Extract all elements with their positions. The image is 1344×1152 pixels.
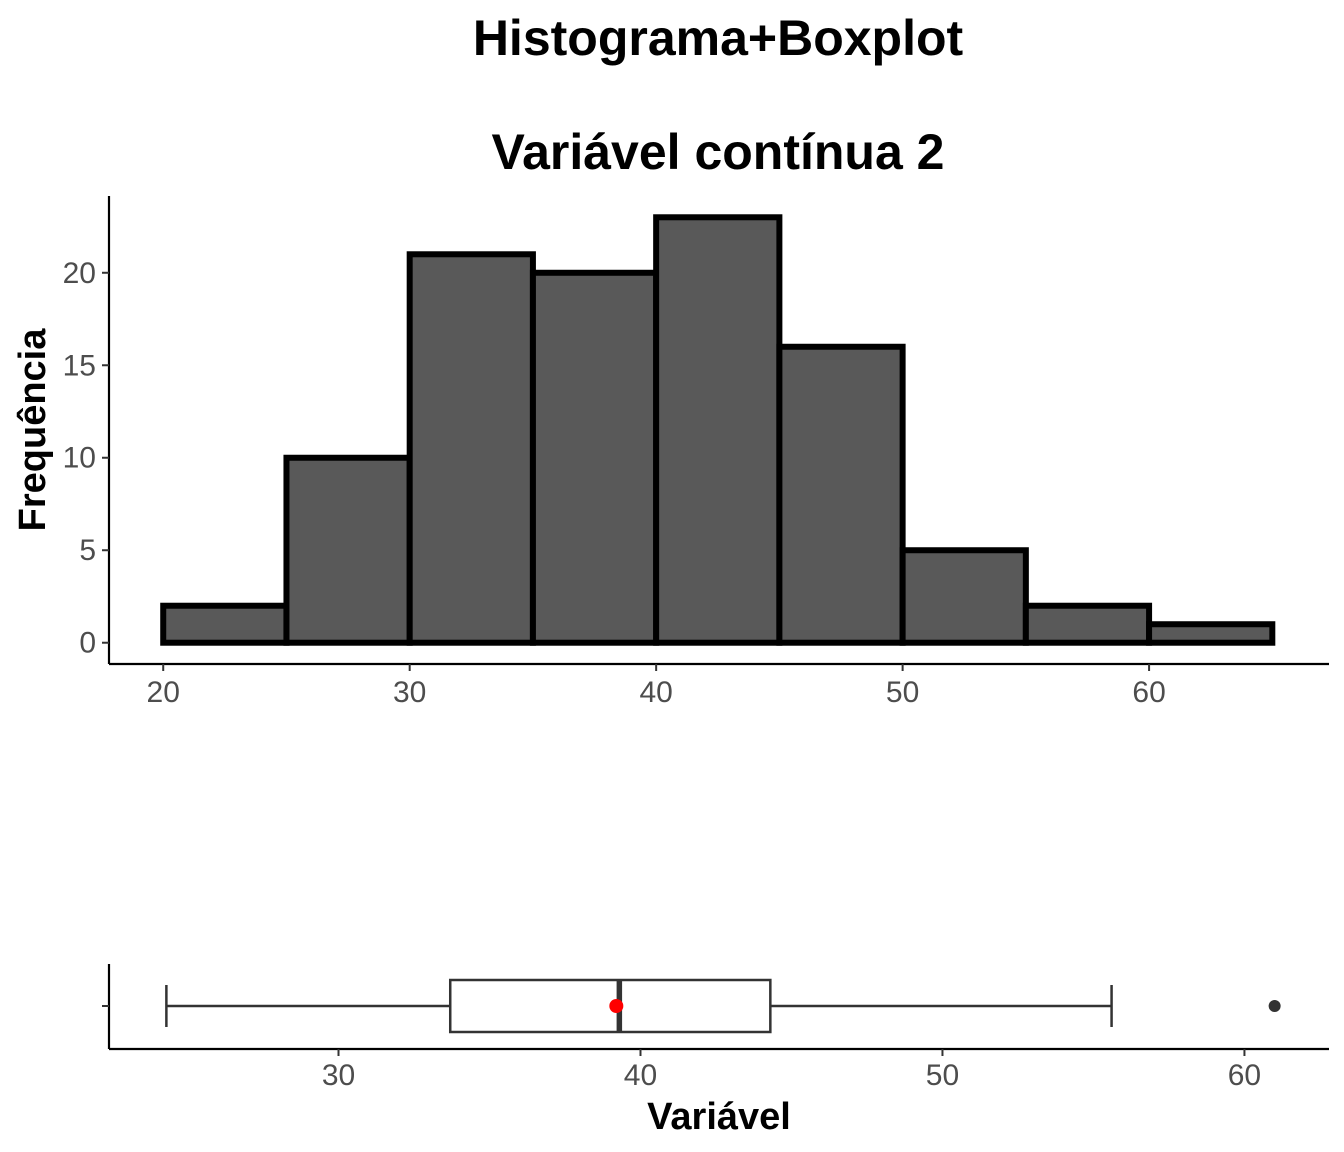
chart-title: Histograma+Boxplot xyxy=(473,10,964,66)
boxplot-outlier-point xyxy=(1268,1000,1281,1012)
histogram-y-tick-label: 0 xyxy=(79,627,96,660)
histogram-bar xyxy=(1146,621,1276,646)
boxplot-x-tick-label: 30 xyxy=(322,1059,355,1092)
histogram-y-tick-label: 15 xyxy=(63,349,96,382)
histogram-x-tick-label: 50 xyxy=(886,676,919,709)
histogram-bar xyxy=(1022,602,1153,646)
histogram-y-tick-label: 10 xyxy=(63,442,96,475)
histogram-bar xyxy=(529,269,660,646)
boxplot-x-tick-label: 50 xyxy=(926,1059,959,1092)
histogram-bar xyxy=(406,251,536,646)
histogram-x-tick-label: 40 xyxy=(639,676,672,709)
histogram-x-tick-label: 30 xyxy=(393,676,426,709)
histogram-x-tick-label: 20 xyxy=(147,676,180,709)
boxplot-x-tick-label: 60 xyxy=(1228,1059,1261,1092)
boxplot-x-axis-title: Variável xyxy=(647,1096,791,1138)
boxplot-x-tick-label: 40 xyxy=(624,1059,657,1092)
histogram-y-tick-label: 5 xyxy=(79,534,96,567)
boxplot-panel: 30 40 50 60 xyxy=(102,964,1329,1092)
histogram-y-tick-label: 20 xyxy=(63,257,96,290)
histogram-bar xyxy=(653,214,783,646)
histogram-panel: 0 5 10 15 20 20 30 40 50 60 xyxy=(63,196,1329,709)
histogram-bar xyxy=(776,343,906,646)
histogram-bar xyxy=(160,602,290,646)
histogram-bar xyxy=(283,454,413,646)
boxplot-mean-point xyxy=(609,999,624,1013)
histogram-y-axis-title: Frequência xyxy=(12,328,54,532)
histogram-bar xyxy=(899,547,1029,646)
chart-subtitle: Variável contínua 2 xyxy=(492,124,945,180)
histogram-x-tick-label: 60 xyxy=(1132,676,1165,709)
